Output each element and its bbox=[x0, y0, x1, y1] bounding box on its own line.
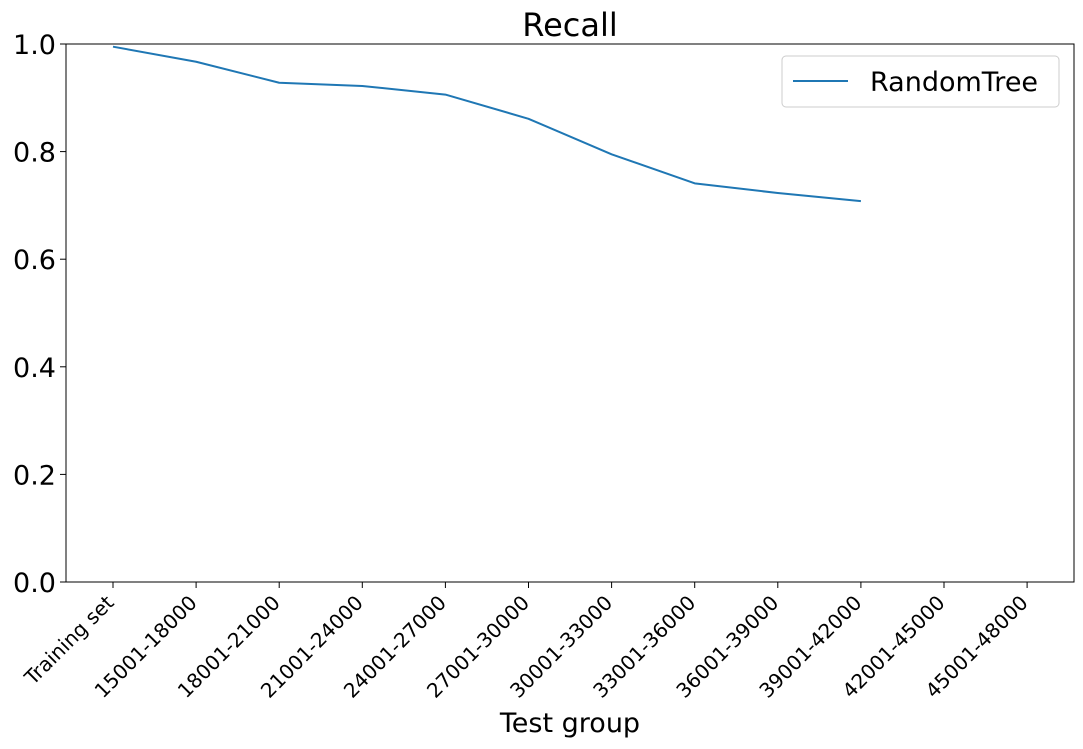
plot-frame bbox=[65, 43, 1075, 583]
chart-title: Recall bbox=[522, 6, 617, 44]
y-tick-label: 0.6 bbox=[13, 245, 56, 276]
x-axis-label: Test group bbox=[499, 708, 640, 739]
legend: RandomTree bbox=[781, 55, 1060, 108]
y-tick-label: 0.4 bbox=[13, 353, 56, 384]
legend-box bbox=[781, 55, 1060, 108]
series-group bbox=[112, 45, 861, 203]
x-axis: Training set15001-1800018001-2100021001-… bbox=[19, 582, 1033, 703]
y-tick-label: 1.0 bbox=[13, 30, 56, 61]
y-tick-label: 0.8 bbox=[13, 138, 56, 169]
series-line-randomtree bbox=[112, 45, 861, 203]
legend-label: RandomTree bbox=[870, 67, 1038, 98]
y-axis: 0.0 0.2 0.4 0.6 0.8 1.0 bbox=[13, 30, 66, 599]
y-tick-label: 0.0 bbox=[13, 568, 56, 599]
y-tick-label: 0.2 bbox=[13, 460, 56, 491]
